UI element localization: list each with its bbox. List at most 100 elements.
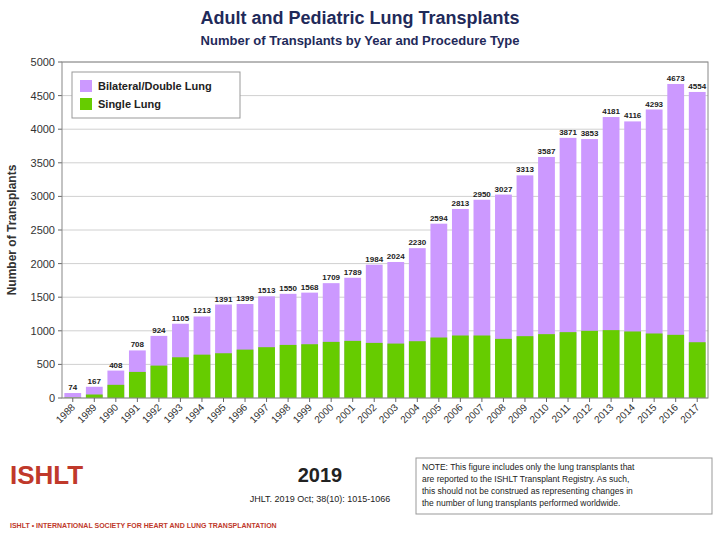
tick-mark bbox=[137, 398, 138, 402]
tick-mark bbox=[417, 398, 418, 402]
tick-mark bbox=[438, 398, 439, 402]
tick-label: 1994 bbox=[183, 401, 207, 425]
bar bbox=[624, 121, 641, 398]
bar bbox=[430, 338, 447, 398]
tick-label: 4500 bbox=[31, 90, 55, 102]
tick-label: 1993 bbox=[161, 401, 185, 425]
tick-mark bbox=[675, 398, 676, 402]
data-label: 3853 bbox=[581, 129, 599, 138]
tick-mark bbox=[697, 398, 698, 402]
bar bbox=[603, 330, 620, 398]
bar bbox=[237, 304, 254, 398]
tick-mark bbox=[546, 398, 547, 402]
data-label: 1550 bbox=[279, 284, 297, 293]
tick-label: 2008 bbox=[484, 401, 508, 425]
tick-mark bbox=[94, 398, 95, 402]
data-label: 1391 bbox=[215, 295, 233, 304]
tick-label: 2015 bbox=[635, 401, 659, 425]
bar bbox=[344, 278, 361, 398]
tick-label: 4000 bbox=[31, 123, 55, 135]
data-label: 1568 bbox=[301, 283, 319, 292]
tick-label: 2012 bbox=[570, 401, 594, 425]
tick-label: 2011 bbox=[549, 401, 572, 424]
bar bbox=[387, 344, 404, 398]
plot-frame bbox=[62, 62, 708, 398]
bar bbox=[409, 248, 426, 398]
data-labels: 7416740870892411051213139113991513155015… bbox=[68, 74, 706, 392]
data-label: 2024 bbox=[387, 252, 405, 261]
tick-label: 1995 bbox=[204, 401, 228, 425]
tick-label: 2005 bbox=[420, 401, 444, 425]
bar bbox=[194, 355, 211, 398]
tick-mark bbox=[589, 398, 590, 402]
bar bbox=[430, 224, 447, 398]
bar bbox=[517, 175, 534, 398]
tick-mark bbox=[58, 297, 62, 298]
data-label: 4293 bbox=[645, 100, 663, 109]
tick-mark bbox=[245, 398, 246, 402]
axis-label: Number of Transplants bbox=[5, 164, 19, 295]
tick-label: 3500 bbox=[31, 157, 55, 169]
tick-mark bbox=[288, 398, 289, 402]
bar bbox=[646, 110, 663, 398]
bar bbox=[301, 293, 318, 398]
tick-mark bbox=[201, 398, 202, 402]
tick-label: 2017 bbox=[678, 401, 702, 425]
tick-mark bbox=[309, 398, 310, 402]
data-label: 167 bbox=[88, 377, 102, 386]
tick-mark bbox=[58, 263, 62, 264]
tick-mark bbox=[180, 398, 181, 402]
bar bbox=[301, 344, 318, 398]
bar bbox=[194, 316, 211, 398]
bar bbox=[129, 372, 146, 398]
x-axis: 1988198919901991199219931994199519961997… bbox=[54, 398, 702, 425]
tick-mark bbox=[58, 398, 62, 399]
tick-mark bbox=[374, 398, 375, 402]
bar bbox=[689, 92, 706, 398]
legend-label: Bilateral/Double Lung bbox=[98, 80, 212, 92]
tick-mark bbox=[481, 398, 482, 402]
tick-label: 1989 bbox=[75, 401, 99, 425]
tick-label: 1999 bbox=[291, 401, 315, 425]
data-label: 1105 bbox=[172, 314, 190, 323]
tick-mark bbox=[115, 398, 116, 402]
footer: ISHLTISHLT • INTERNATIONAL SOCIETY FOR H… bbox=[10, 458, 712, 529]
bars bbox=[64, 84, 705, 398]
bar bbox=[237, 350, 254, 398]
data-label: 2813 bbox=[451, 199, 469, 208]
data-label: 2594 bbox=[430, 214, 448, 223]
bar bbox=[280, 345, 297, 398]
data-label: 2950 bbox=[473, 190, 491, 199]
data-label: 408 bbox=[109, 361, 123, 370]
tick-label: 1996 bbox=[226, 401, 250, 425]
bar bbox=[323, 342, 340, 398]
data-label: 4116 bbox=[624, 111, 642, 120]
tick-mark bbox=[331, 398, 332, 402]
annotation: JHLT. 2019 Oct; 38(10): 1015-1066 bbox=[250, 494, 390, 504]
tick-label: 2016 bbox=[657, 401, 681, 425]
tick-label: 1000 bbox=[31, 325, 55, 337]
tick-label: 500 bbox=[37, 358, 55, 370]
subtitle: Number of Transplants by Year and Proced… bbox=[201, 33, 520, 48]
tick-mark bbox=[503, 398, 504, 402]
bar bbox=[603, 117, 620, 398]
tick-label: 1988 bbox=[54, 401, 78, 425]
tick-label: 0 bbox=[49, 392, 55, 404]
tick-label: 1990 bbox=[97, 401, 121, 425]
tick-mark bbox=[524, 398, 525, 402]
bar bbox=[258, 347, 275, 398]
tick-label: 2002 bbox=[355, 401, 379, 425]
bar bbox=[258, 296, 275, 398]
data-label: 1399 bbox=[236, 294, 254, 303]
tick-mark bbox=[632, 398, 633, 402]
tick-label: 2500 bbox=[31, 224, 55, 236]
annotation: NOTE: This figure includes only the lung… bbox=[422, 462, 635, 508]
bar bbox=[151, 336, 168, 398]
annotation: 2019 bbox=[298, 464, 343, 486]
tick-mark bbox=[611, 398, 612, 402]
bar bbox=[107, 371, 124, 398]
bar bbox=[323, 283, 340, 398]
note-box bbox=[416, 458, 712, 514]
legend-swatch bbox=[80, 98, 92, 110]
bar bbox=[215, 353, 232, 398]
